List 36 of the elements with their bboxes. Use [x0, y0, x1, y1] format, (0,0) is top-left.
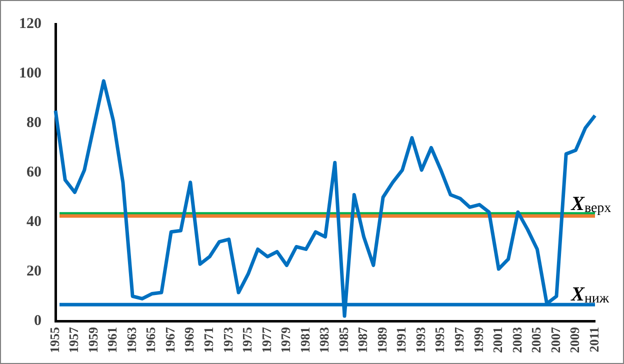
x-tick-label: 1985: [336, 326, 351, 353]
x-tick-label: 1993: [412, 326, 428, 353]
x-tick-label: 1963: [124, 326, 139, 353]
x-tick-label: 1997: [451, 326, 466, 353]
x-tick-label: 1995: [432, 326, 448, 353]
x-tick-label: 1991: [394, 327, 409, 353]
x-tick-label: 1971: [201, 327, 216, 353]
y-tick-label: 80: [26, 114, 42, 131]
y-tick-label: 40: [26, 214, 42, 230]
y-tick-label: 0: [34, 312, 42, 329]
x-tick-label: 1955: [46, 326, 62, 353]
x-tick-label: 1967: [162, 326, 178, 353]
x-tick-label: 2011: [586, 327, 602, 352]
x-tick-label: 1975: [240, 326, 255, 353]
x-tick-label: 1969: [182, 326, 197, 353]
x-tick-label: 2005: [528, 326, 544, 353]
x-tick-label: 1965: [143, 326, 158, 353]
x-tick-label: 2007: [548, 326, 563, 353]
x-tick-label: 1999: [470, 326, 486, 353]
x-tick-label: 1977: [258, 326, 274, 353]
y-tick-label: 100: [19, 65, 42, 82]
y-tick-label: 60: [26, 164, 42, 180]
x-tick-label: 2009: [567, 326, 582, 353]
x-tick-label: 1983: [316, 326, 332, 353]
x-tick-label: 1989: [374, 326, 390, 353]
x-tick-label: 1979: [278, 326, 294, 353]
y-tick-label: 120: [19, 16, 42, 32]
x-tick-label: 1957: [66, 326, 82, 353]
y-tick-label: 20: [26, 263, 42, 280]
x-tick-label: 2001: [490, 327, 506, 353]
x-tick-label: 1959: [85, 326, 100, 353]
x-tick-label: 1981: [297, 327, 312, 353]
x-tick-label: 1973: [220, 326, 236, 353]
x-tick-label: 1961: [104, 327, 120, 353]
x-tick-label: 2003: [509, 326, 524, 353]
x-tick-label: 1987: [355, 326, 370, 353]
